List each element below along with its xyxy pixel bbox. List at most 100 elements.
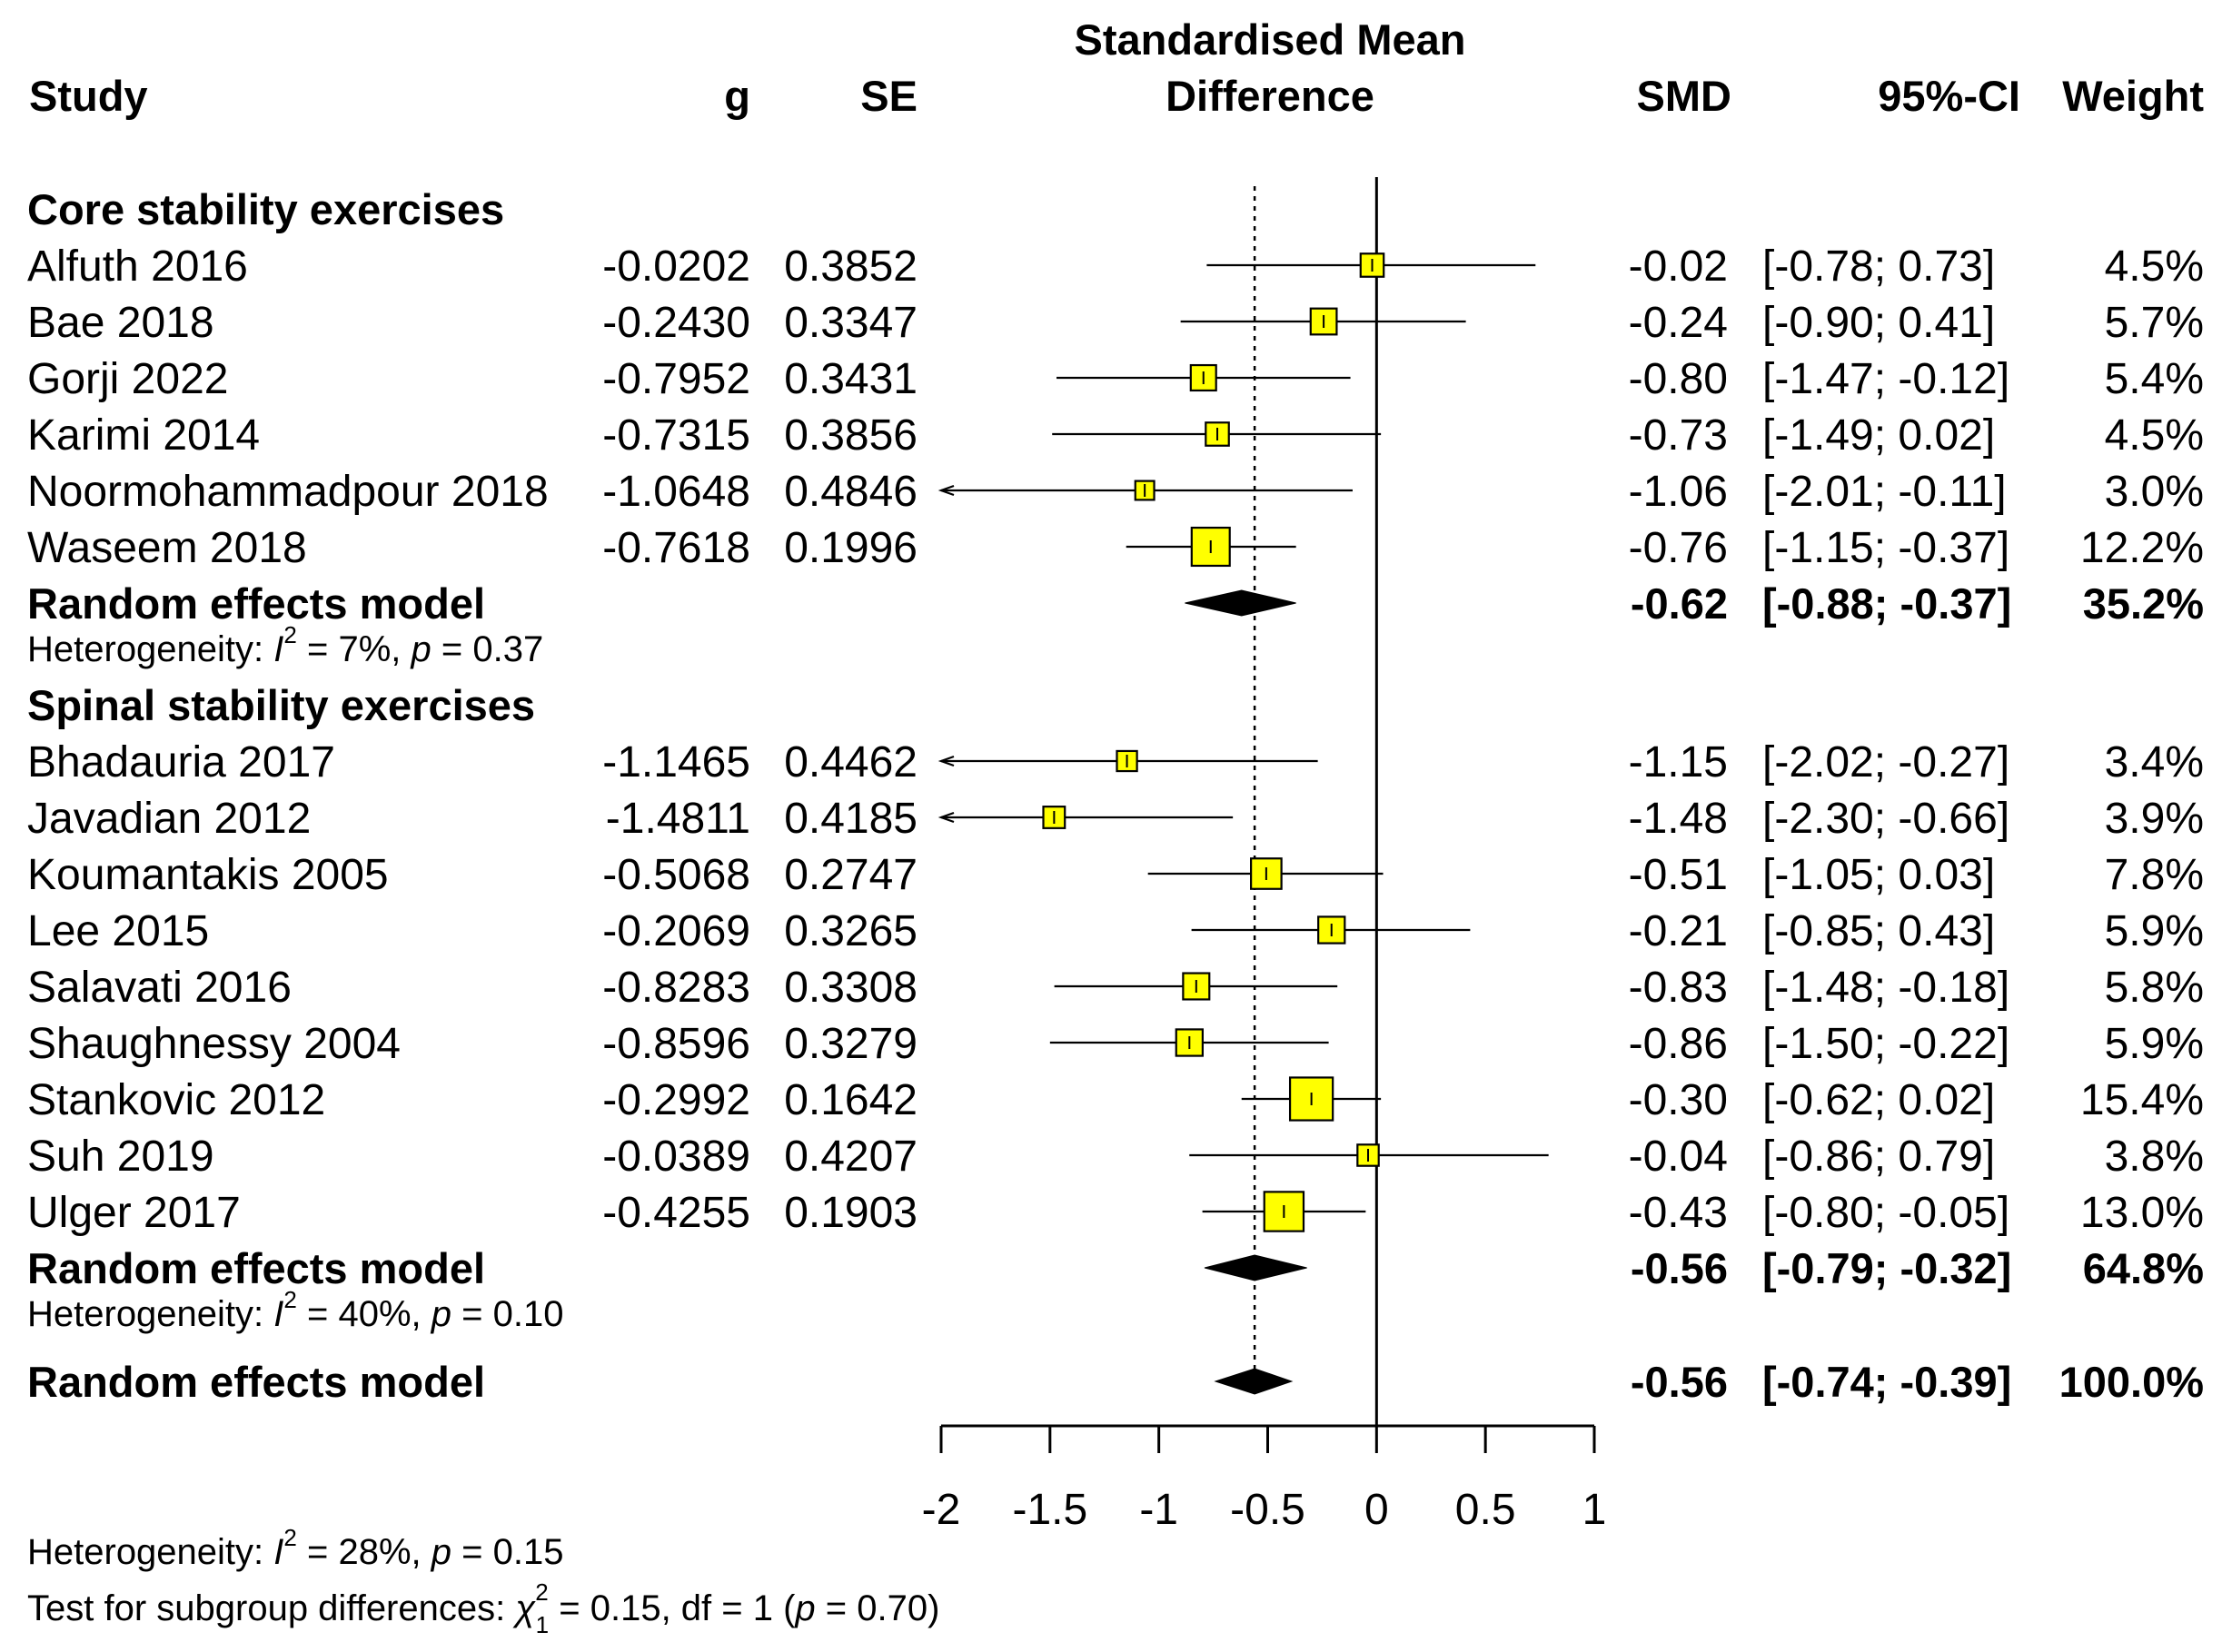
study-se: 0.1903 xyxy=(784,1189,918,1237)
study-name: Alfuth 2016 xyxy=(27,242,248,291)
study-box xyxy=(1175,1028,1204,1057)
study-name: Koumantakis 2005 xyxy=(27,851,389,899)
study-se: 0.3856 xyxy=(784,411,918,460)
study-weight: 5.9% xyxy=(2105,1020,2204,1068)
study-g: -1.1465 xyxy=(602,738,750,786)
study-name: Lee 2015 xyxy=(27,907,209,955)
x-tick-label: 0.5 xyxy=(1455,1486,1516,1534)
group-model-diamond xyxy=(1185,589,1296,617)
study-se: 0.2747 xyxy=(784,851,918,899)
subgroup-test: Test for subgroup differences: χ2 1 = 0.1… xyxy=(27,1578,939,1638)
study-weight: 5.8% xyxy=(2105,964,2204,1012)
study-se: 0.4185 xyxy=(784,795,918,843)
study-ci: [-1.15; -0.37] xyxy=(1762,524,2009,572)
study-weight: 4.5% xyxy=(2105,242,2204,291)
study-ci: [-1.48; -0.18] xyxy=(1762,964,2009,1012)
header-plot-line1: Standardised Mean xyxy=(1075,15,1466,64)
study-g: -1.0648 xyxy=(602,468,750,516)
study-smd: -0.43 xyxy=(1629,1189,1728,1237)
group-title: Spinal stability exercises xyxy=(27,681,535,729)
overall-model-diamond xyxy=(1214,1368,1294,1395)
x-tick-label: 0 xyxy=(1364,1486,1389,1534)
study-smd: -0.83 xyxy=(1629,964,1728,1012)
study-ci: [-0.86; 0.79] xyxy=(1762,1133,1995,1181)
study-name: Gorji 2022 xyxy=(27,355,228,403)
study-smd: -1.15 xyxy=(1629,738,1728,786)
x-tick-label: -1 xyxy=(1139,1486,1178,1534)
study-smd: -0.51 xyxy=(1629,851,1728,899)
study-weight: 12.2% xyxy=(2080,524,2204,572)
study-smd: -0.76 xyxy=(1629,524,1728,572)
study-smd: -0.80 xyxy=(1629,355,1728,403)
overall-model-smd: -0.56 xyxy=(1631,1358,1728,1406)
study-se: 0.3347 xyxy=(784,299,918,347)
study-se: 0.4846 xyxy=(784,468,918,516)
study-g: -0.7952 xyxy=(602,355,750,403)
study-g: -0.5068 xyxy=(602,851,750,899)
study-smd: -0.73 xyxy=(1629,411,1728,460)
study-weight: 13.0% xyxy=(2080,1189,2204,1237)
study-ci-line-arrow xyxy=(937,484,955,497)
group-model-ci: [-0.88; -0.37] xyxy=(1762,579,2011,628)
study-ci: [-2.02; -0.27] xyxy=(1762,738,2009,786)
overall-heterogeneity: Heterogeneity: I2 = 28%, p = 0.15 xyxy=(27,1524,563,1572)
study-g: -0.0202 xyxy=(602,242,750,291)
group-model-diamond xyxy=(1204,1254,1307,1281)
x-tick-label: 1 xyxy=(1582,1486,1607,1534)
x-axis: -2 -1.5 -1 -0.5 0 0.5 1 xyxy=(922,1424,1607,1534)
group-heterogeneity: Heterogeneity: I2 = 40%, p = 0.10 xyxy=(27,1286,563,1334)
study-name: Bhadauria 2017 xyxy=(27,738,335,786)
study-smd: -1.48 xyxy=(1629,795,1728,843)
group-model-smd: -0.56 xyxy=(1631,1244,1728,1292)
study-g: -0.2430 xyxy=(602,299,750,347)
overall-model-weight: 100.0% xyxy=(2059,1358,2204,1406)
study-se: 0.4207 xyxy=(784,1133,918,1181)
study-weight: 3.9% xyxy=(2105,795,2204,843)
study-weight: 5.4% xyxy=(2105,355,2204,403)
study-box xyxy=(1182,972,1211,1001)
study-name: Ulger 2017 xyxy=(27,1189,241,1237)
study-name: Noormohammadpour 2018 xyxy=(27,468,549,516)
study-weight: 5.9% xyxy=(2105,907,2204,955)
x-tick-label: -1.5 xyxy=(1012,1486,1087,1534)
header-smd: SMD xyxy=(1637,72,1731,120)
study-ci: [-0.78; 0.73] xyxy=(1762,242,1995,291)
study-name: Karimi 2014 xyxy=(27,411,260,460)
study-se: 0.3852 xyxy=(784,242,918,291)
header-plot-line2: Difference xyxy=(1166,72,1374,120)
group-heterogeneity: Heterogeneity: I2 = 7%, p = 0.37 xyxy=(27,621,543,669)
study-name: Shaughnessy 2004 xyxy=(27,1020,401,1068)
study-name: Waseem 2018 xyxy=(27,524,307,572)
study-se: 0.4462 xyxy=(784,738,918,786)
header-study: Study xyxy=(29,72,148,120)
overall-model-label: Random effects model xyxy=(27,1358,485,1406)
study-weight: 15.4% xyxy=(2080,1076,2204,1124)
study-ci-line-arrow xyxy=(937,755,955,767)
study-smd: -0.21 xyxy=(1629,907,1728,955)
study-ci: [-1.49; 0.02] xyxy=(1762,411,1995,460)
study-ci: [-0.62; 0.02] xyxy=(1762,1076,1995,1124)
study-smd: -1.06 xyxy=(1629,468,1728,516)
header-weight: Weight xyxy=(2062,72,2204,120)
study-weight: 3.4% xyxy=(2105,738,2204,786)
header-ci: 95%-CI xyxy=(1878,72,2020,120)
overall-model-ci: [-0.74; -0.39] xyxy=(1762,1358,2011,1406)
study-ci: [-0.85; 0.43] xyxy=(1762,907,1995,955)
study-ci: [-1.05; 0.03] xyxy=(1762,851,1995,899)
study-se: 0.3431 xyxy=(784,355,918,403)
x-tick-label: -2 xyxy=(922,1486,961,1534)
study-name: Suh 2019 xyxy=(27,1133,214,1181)
study-g: -0.8283 xyxy=(602,964,750,1012)
study-weight: 5.7% xyxy=(2105,299,2204,347)
study-se: 0.1642 xyxy=(784,1076,918,1124)
study-g: -0.2069 xyxy=(602,907,750,955)
group-model-label: Random effects model xyxy=(27,1244,485,1292)
study-g: -1.4811 xyxy=(606,795,750,843)
study-smd: -0.04 xyxy=(1629,1133,1728,1181)
study-ci: [-1.47; -0.12] xyxy=(1762,355,2009,403)
forest-rows: Core stability exercises Alfuth 2016 -0.02… xyxy=(27,185,2204,1406)
study-se: 0.3265 xyxy=(784,907,918,955)
study-ci: [-0.80; -0.05] xyxy=(1762,1189,2009,1237)
study-ci-line-arrow xyxy=(937,811,955,824)
